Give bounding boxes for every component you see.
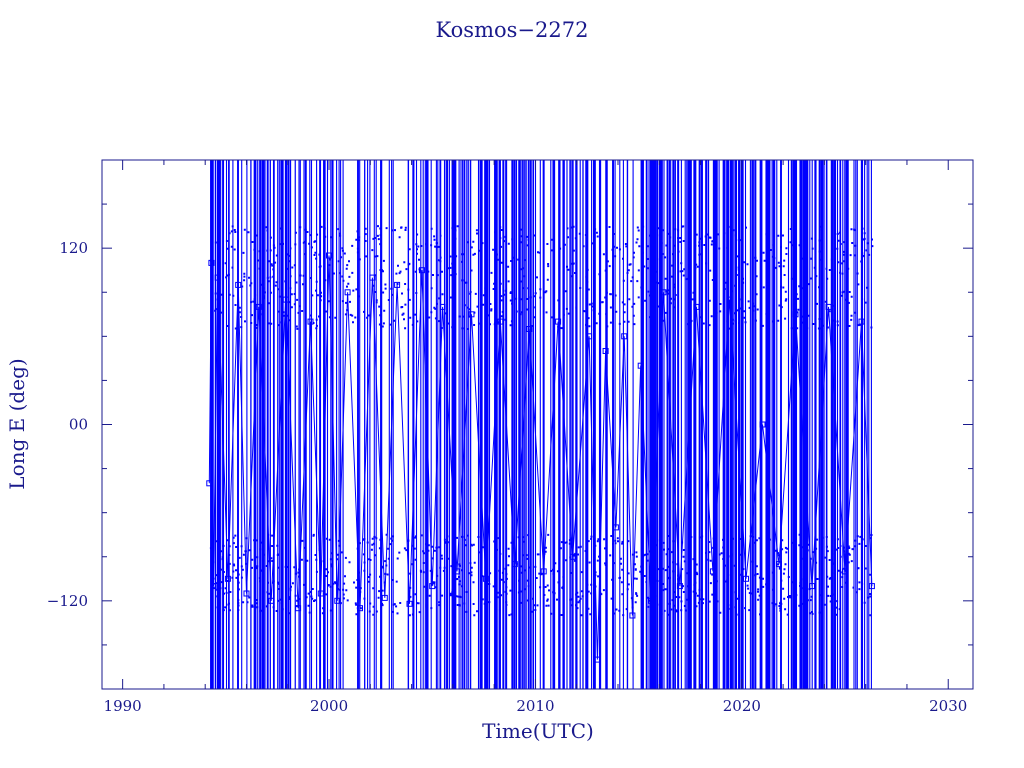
data-point-marker bbox=[468, 311, 475, 318]
data-point-marker bbox=[334, 597, 341, 604]
data-series bbox=[206, 160, 875, 689]
y-tick-label: 00 bbox=[69, 416, 88, 434]
x-axis-label: Time(UTC) bbox=[482, 719, 594, 743]
x-tick-label: 2010 bbox=[516, 697, 554, 715]
data-point-marker bbox=[394, 281, 401, 288]
y-tick-label: 120 bbox=[59, 239, 88, 257]
data-point-marker bbox=[555, 318, 562, 325]
wrap-around-segments bbox=[210, 160, 872, 689]
x-tick-label: 2020 bbox=[723, 697, 761, 715]
data-point-marker bbox=[381, 594, 388, 601]
x-tick-label: 1990 bbox=[104, 697, 142, 715]
x-tick-label: 2000 bbox=[310, 697, 348, 715]
data-point-marker bbox=[621, 333, 628, 340]
data-point-marker bbox=[307, 318, 314, 325]
data-point-marker bbox=[406, 600, 413, 607]
data-point-marker bbox=[326, 252, 332, 259]
data-point-marker bbox=[629, 612, 636, 619]
data-point-marker bbox=[344, 289, 351, 296]
y-tick-label: −120 bbox=[47, 592, 88, 610]
chart-title: Kosmos−2272 bbox=[436, 18, 589, 42]
longitude-bands bbox=[209, 225, 874, 617]
y-axis-label: Long E (deg) bbox=[5, 358, 29, 489]
x-tick-label: 2030 bbox=[929, 697, 967, 715]
axes: 1990 2000 2010 2020 2030 120 00 −120 bbox=[47, 159, 974, 715]
